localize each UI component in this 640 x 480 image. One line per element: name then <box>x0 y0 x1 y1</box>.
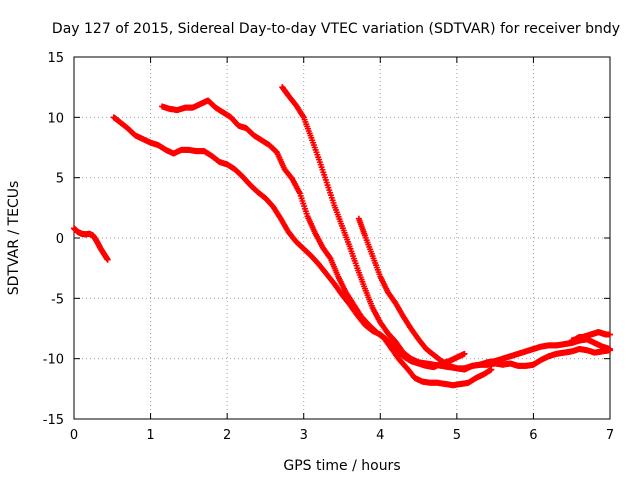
data-point <box>607 331 613 338</box>
y-tick-label: 5 <box>56 172 64 187</box>
axis-ticks <box>73 56 611 420</box>
series-arc-5 <box>355 215 613 372</box>
y-tick-label: -15 <box>43 413 64 428</box>
series-arc-3 <box>159 97 495 389</box>
data-point <box>461 350 468 357</box>
x-tick-label: 1 <box>146 428 154 443</box>
y-tick-label: 15 <box>47 51 64 66</box>
series-arc-1 <box>71 225 111 263</box>
series-arc-4 <box>279 84 613 373</box>
data-point <box>488 366 495 373</box>
series-group <box>71 84 613 389</box>
x-tick-label: 6 <box>529 428 537 443</box>
chart-title: Day 127 of 2015, Sidereal Day-to-day VTE… <box>52 21 620 37</box>
x-tick-label: 0 <box>70 428 78 443</box>
x-tick-label: 3 <box>300 428 308 443</box>
y-axis-label: SDTVAR / TECUs <box>6 181 22 296</box>
tick-labels: 0 1 2 3 4 5 6 7 -15 -10 -5 0 5 10 15 <box>43 51 614 443</box>
x-tick-label: 7 <box>606 428 614 443</box>
data-point <box>607 346 613 353</box>
y-tick-label: 0 <box>56 232 64 247</box>
y-tick-label: 10 <box>47 111 64 126</box>
x-tick-label: 5 <box>453 428 461 443</box>
y-tick-label: -10 <box>43 353 64 368</box>
x-tick-label: 4 <box>376 428 384 443</box>
series-arc-2 <box>110 114 468 371</box>
x-tick-label: 2 <box>223 428 231 443</box>
x-axis-label: GPS time / hours <box>283 458 400 474</box>
y-tick-label: -5 <box>51 292 64 307</box>
series-arc-6 <box>568 329 613 344</box>
data-point <box>104 256 111 263</box>
